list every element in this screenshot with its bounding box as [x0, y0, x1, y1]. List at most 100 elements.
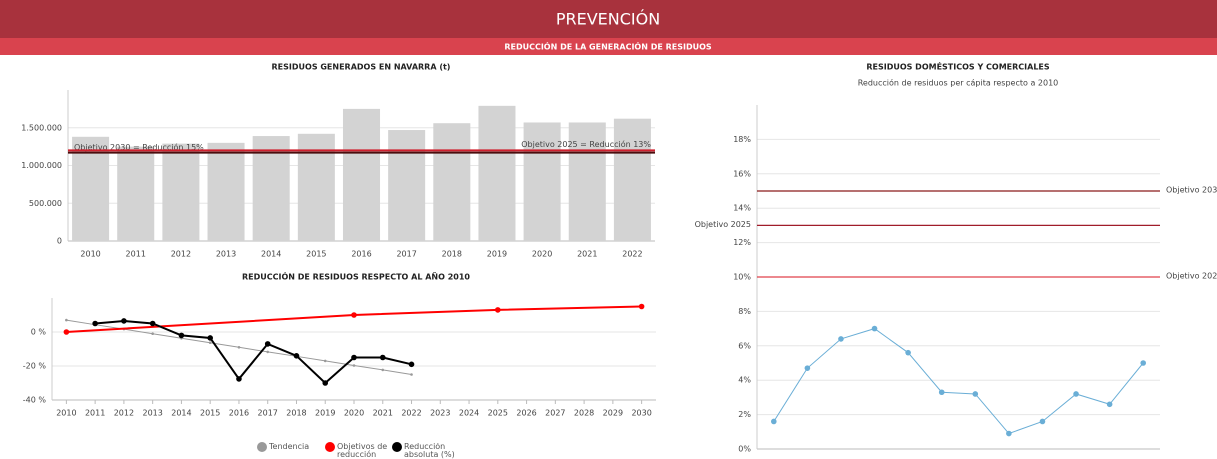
x-tick-label: 2022: [401, 409, 421, 418]
point: [178, 332, 185, 339]
x-tick-label: 2016: [351, 250, 371, 259]
x-tick-label: 2026: [516, 409, 536, 418]
bar: [72, 136, 110, 241]
point: [149, 320, 156, 327]
point: [92, 320, 98, 327]
y-tick-label: 18%: [733, 135, 751, 144]
point: [266, 350, 270, 354]
point: [207, 335, 213, 341]
legend-label: Reducción absoluta (%): [404, 443, 455, 459]
reference-label: Objetivo 2025: [695, 220, 751, 229]
y-tick-label: 0 %: [31, 328, 47, 337]
x-tick-label: 2017: [396, 250, 416, 259]
series-line: [66, 305, 642, 333]
y-tick-label: 10%: [733, 273, 751, 282]
y-tick-label: 0: [57, 237, 62, 246]
x-tick-label: 2014: [261, 250, 281, 259]
series-line: [773, 328, 1144, 435]
x-tick-label: 2013: [216, 250, 236, 259]
bar: [297, 133, 335, 241]
bar: [162, 143, 200, 241]
y-tick-label: 8%: [738, 307, 751, 316]
y-tick-label: 6%: [738, 341, 751, 350]
bar: [613, 118, 651, 241]
y-tick-label: -40 %: [23, 396, 47, 405]
series-line: [95, 319, 412, 385]
y-tick-label: 1.500.000: [21, 123, 62, 132]
y-tick-label: -20 %: [23, 362, 47, 371]
chart-title: RESIDUOS GENERADOS EN NAVARRA (t): [272, 63, 451, 72]
chart-title: RESIDUOS DOMÉSTICOS Y COMERCIALES: [866, 61, 1050, 72]
y-tick-label: 0%: [738, 445, 751, 454]
point: [495, 307, 501, 313]
legend-label: Objetivos de reducción: [337, 443, 388, 459]
subheader-bar: [0, 38, 1217, 55]
bar: [207, 142, 245, 241]
x-tick-label: 2016: [229, 409, 249, 418]
point: [1039, 418, 1046, 425]
point: [65, 318, 68, 322]
x-tick-label: 2030: [631, 409, 651, 418]
header-bar: [0, 0, 1217, 38]
point: [871, 325, 878, 332]
point: [151, 332, 154, 336]
x-tick-label: 2015: [200, 409, 220, 418]
point: [208, 341, 212, 345]
x-tick-label: 2010: [80, 250, 100, 259]
point: [236, 376, 242, 382]
page-title: PREVENCIÓN: [556, 10, 660, 29]
point: [408, 361, 415, 368]
x-tick-label: 2013: [142, 409, 162, 418]
chart-title: REDUCCIÓN DE RESIDUOS RESPECTO AL AÑO 20…: [242, 271, 470, 282]
bar: [568, 122, 606, 241]
point: [322, 380, 329, 386]
point: [264, 341, 271, 347]
x-tick-label: 2011: [126, 250, 146, 259]
bar: [388, 130, 426, 241]
point: [938, 389, 945, 396]
legend-label: Tendencia: [269, 443, 310, 451]
point: [1106, 401, 1113, 408]
legend-marker: [325, 442, 335, 452]
point: [237, 346, 241, 349]
point: [1140, 360, 1147, 366]
point: [1006, 430, 1012, 437]
x-tick-label: 2019: [315, 409, 335, 418]
x-tick-label: 2018: [442, 250, 462, 259]
x-tick-label: 2012: [114, 409, 134, 418]
x-tick-label: 2023: [430, 409, 450, 418]
point: [838, 336, 844, 342]
reference-label: Objetivo 2025 = Reducción 13%: [521, 139, 651, 149]
point: [381, 368, 385, 372]
x-tick-label: 2012: [171, 250, 191, 259]
x-tick-label: 2020: [344, 409, 364, 418]
point: [770, 418, 777, 425]
x-tick-label: 2021: [577, 250, 597, 259]
bar: [478, 105, 516, 241]
point: [63, 329, 70, 335]
x-tick-label: 2028: [574, 409, 594, 418]
point: [352, 364, 356, 367]
bar: [342, 108, 381, 241]
reference-label: Objetivo 2030: [1166, 186, 1217, 195]
point: [351, 354, 357, 361]
x-tick-label: 2010: [56, 409, 76, 418]
point: [804, 365, 811, 371]
x-tick-label: 2011: [85, 409, 105, 418]
y-tick-label: 12%: [733, 238, 751, 247]
chart-subtitle: Reducción de residuos per cápita respect…: [858, 78, 1059, 88]
x-tick-label: 2022: [622, 250, 642, 259]
x-tick-label: 2027: [545, 409, 565, 418]
x-tick-label: 2014: [171, 409, 191, 418]
x-tick-label: 2017: [258, 409, 278, 418]
legend-marker: [392, 442, 402, 452]
point: [121, 318, 127, 324]
y-tick-label: 16%: [733, 169, 751, 178]
point: [293, 353, 300, 359]
point: [323, 359, 327, 363]
y-tick-label: 500.000: [29, 199, 62, 208]
x-tick-label: 2018: [286, 409, 306, 418]
y-tick-label: 2%: [738, 410, 751, 419]
point: [972, 391, 979, 397]
